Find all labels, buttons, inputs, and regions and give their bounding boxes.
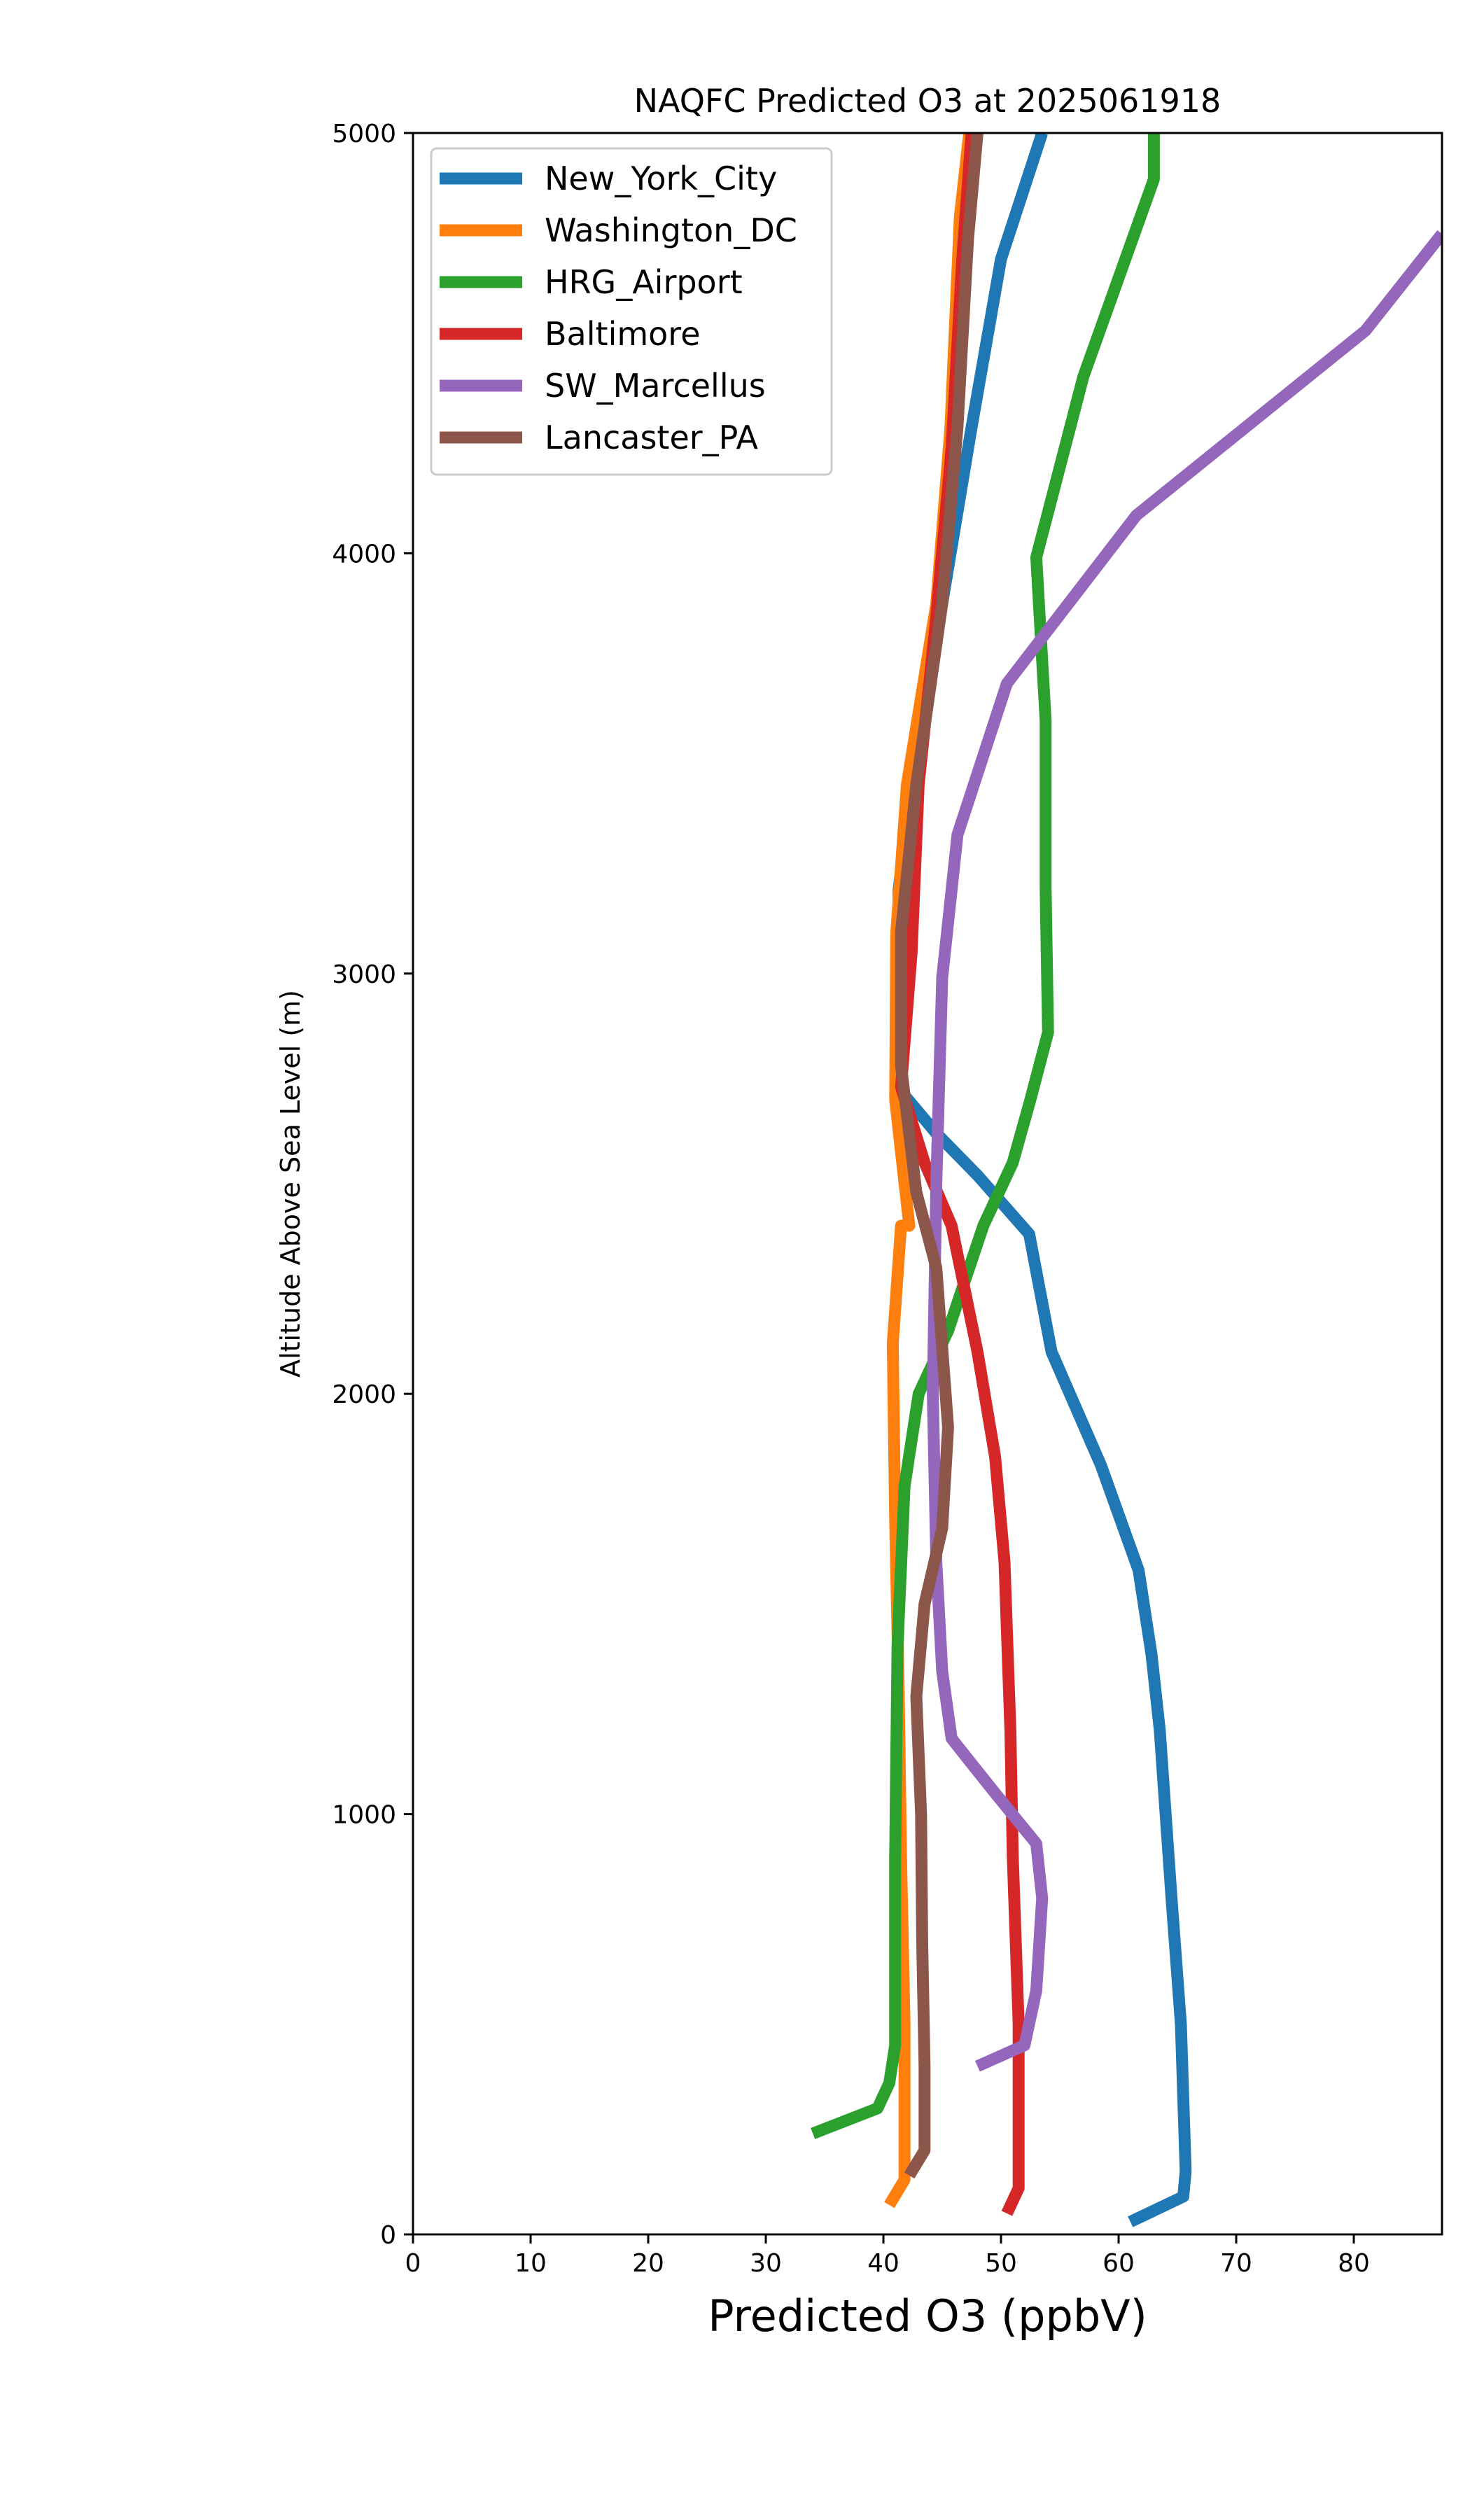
legend-label: Baltimore (545, 315, 701, 353)
x-tick-label: 0 (405, 2249, 421, 2278)
legend: New_York_City Washington_DC HRG_Airport Bal… (430, 147, 833, 476)
plot-area-frame (412, 132, 1443, 2236)
legend-label: HRG_Airport (545, 263, 743, 301)
series-line-lancaster-pa (895, 133, 983, 2179)
y-tick-label: 2000 (332, 1380, 396, 1409)
y-tick-label: 4000 (332, 540, 396, 568)
legend-items: New_York_City Washington_DC HRG_Airport Bal… (440, 160, 797, 456)
series-line-hrg-airport (811, 133, 1160, 2139)
series-line-sw-marcellus (927, 230, 1442, 2072)
y-tick-label: 3000 (332, 960, 396, 989)
x-tick-label: 60 (1102, 2249, 1135, 2278)
series-layer (811, 133, 1442, 2227)
x-tick-label: 80 (1338, 2249, 1370, 2278)
x-tick-label: 30 (750, 2249, 782, 2278)
y-tick-label: 5000 (332, 120, 396, 148)
legend-box (430, 147, 833, 476)
x-tick-label: 70 (1220, 2249, 1252, 2278)
legend-label: New_York_City (545, 160, 777, 197)
x-axis: 0 10 20 30 40 50 60 70 80 (405, 2234, 1370, 2278)
legend-label: Washington_DC (545, 211, 797, 249)
y-axis-label: Altitude Above Sea Level (m) (275, 990, 306, 1378)
x-axis-label: Predicted O3 (ppbV) (708, 2290, 1147, 2342)
legend-label: SW_Marcellus (545, 367, 766, 405)
x-tick-label: 50 (985, 2249, 1017, 2278)
chart-title: NAQFC Predicted O3 at 2025061918 (634, 82, 1222, 120)
y-axis: 0 1000 2000 3000 4000 5000 (332, 120, 413, 2250)
legend-label: Lancaster_PA (545, 419, 758, 456)
y-tick-label: 1000 (332, 1801, 396, 1830)
y-tick-label: 0 (380, 2221, 396, 2250)
x-tick-label: 40 (867, 2249, 899, 2278)
x-tick-label: 10 (514, 2249, 547, 2278)
x-tick-label: 20 (632, 2249, 664, 2278)
